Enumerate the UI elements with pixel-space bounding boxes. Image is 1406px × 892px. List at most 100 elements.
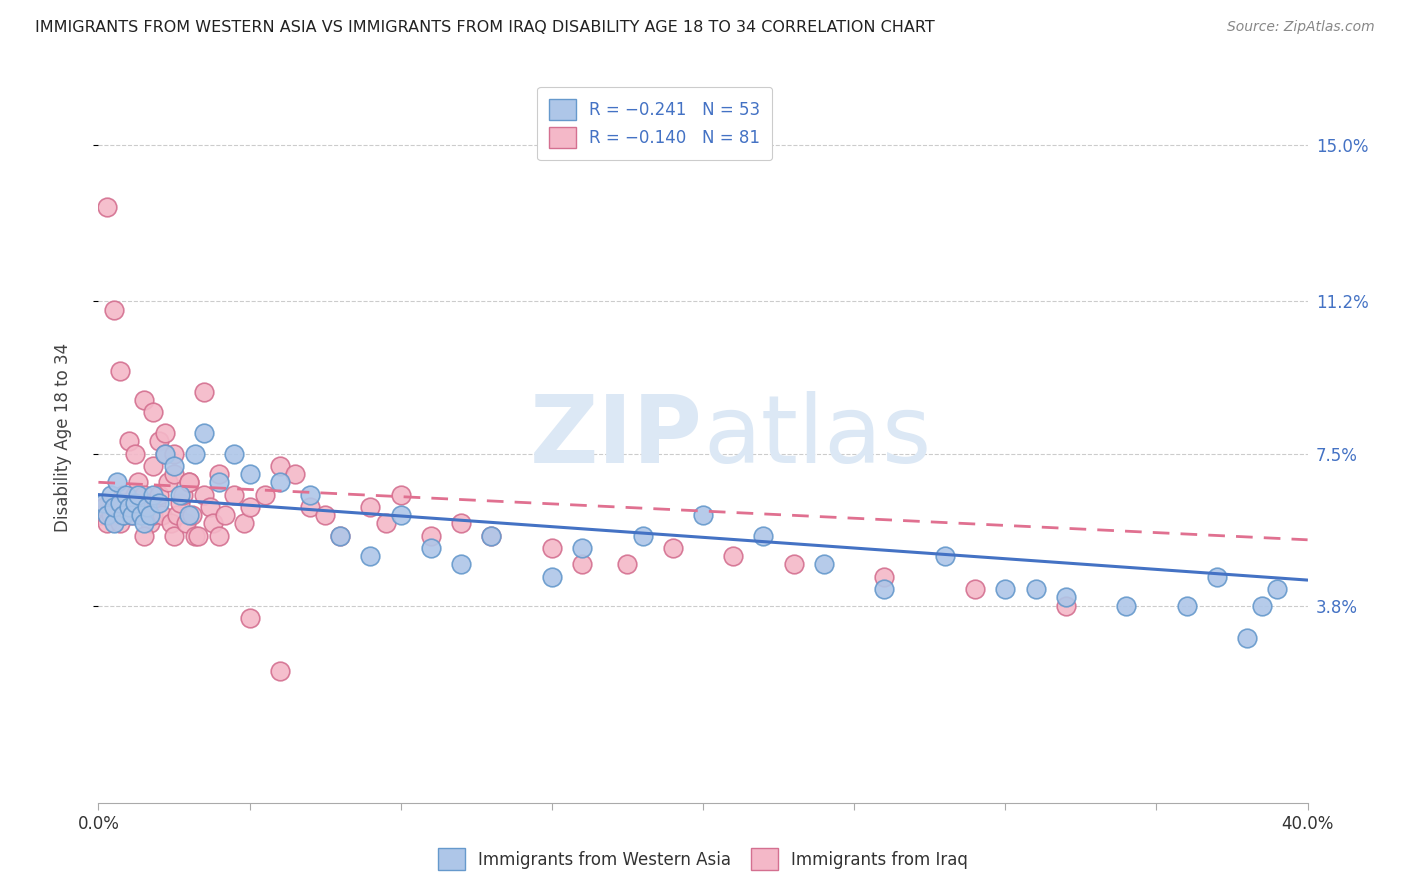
Point bbox=[187, 529, 209, 543]
Point bbox=[692, 508, 714, 523]
Point bbox=[481, 529, 503, 543]
Point bbox=[193, 487, 215, 501]
Point bbox=[142, 405, 165, 419]
Point bbox=[124, 446, 146, 460]
Point bbox=[142, 487, 165, 501]
Point bbox=[208, 529, 231, 543]
Point bbox=[571, 541, 593, 555]
Point bbox=[1054, 591, 1077, 605]
Point bbox=[108, 364, 131, 378]
Text: IMMIGRANTS FROM WESTERN ASIA VS IMMIGRANTS FROM IRAQ DISABILITY AGE 18 TO 34 COR: IMMIGRANTS FROM WESTERN ASIA VS IMMIGRAN… bbox=[35, 20, 935, 35]
Point bbox=[965, 582, 987, 596]
Point bbox=[1251, 599, 1274, 613]
Point bbox=[420, 529, 443, 543]
Point bbox=[100, 487, 122, 501]
Point bbox=[873, 570, 896, 584]
Point bbox=[239, 611, 262, 625]
Point bbox=[100, 508, 122, 523]
Text: ZIP: ZIP bbox=[530, 391, 703, 483]
Point bbox=[174, 516, 197, 531]
Point bbox=[752, 529, 775, 543]
Point bbox=[232, 516, 254, 531]
Point bbox=[118, 500, 141, 514]
Point bbox=[111, 508, 134, 523]
Point bbox=[111, 508, 134, 523]
Point bbox=[1206, 570, 1229, 584]
Text: atlas: atlas bbox=[703, 391, 931, 483]
Point bbox=[193, 384, 215, 399]
Point bbox=[184, 446, 207, 460]
Text: Source: ZipAtlas.com: Source: ZipAtlas.com bbox=[1227, 20, 1375, 34]
Point bbox=[329, 529, 352, 543]
Point bbox=[200, 500, 222, 514]
Point bbox=[329, 529, 352, 543]
Point bbox=[121, 508, 143, 523]
Point bbox=[284, 467, 307, 481]
Point bbox=[214, 508, 236, 523]
Point bbox=[114, 496, 136, 510]
Point bbox=[163, 467, 186, 481]
Point bbox=[208, 467, 231, 481]
Point bbox=[1236, 632, 1258, 646]
Point bbox=[571, 558, 593, 572]
Point bbox=[103, 302, 125, 317]
Point bbox=[103, 516, 125, 531]
Point bbox=[163, 458, 186, 473]
Legend: R = −0.241   N = 53, R = −0.140   N = 81: R = −0.241 N = 53, R = −0.140 N = 81 bbox=[537, 87, 772, 160]
Point bbox=[132, 487, 155, 501]
Point bbox=[269, 665, 291, 679]
Point bbox=[153, 446, 176, 460]
Point bbox=[96, 516, 118, 531]
Point bbox=[360, 500, 382, 514]
Point bbox=[224, 446, 246, 460]
Point bbox=[208, 475, 231, 490]
Point bbox=[239, 500, 262, 514]
Point bbox=[299, 500, 322, 514]
Point bbox=[661, 541, 683, 555]
Point bbox=[224, 487, 246, 501]
Point bbox=[179, 508, 201, 523]
Point bbox=[389, 487, 412, 501]
Point bbox=[723, 549, 745, 564]
Point bbox=[163, 446, 186, 460]
Point bbox=[616, 558, 638, 572]
Point bbox=[299, 487, 322, 501]
Point bbox=[148, 434, 170, 449]
Point bbox=[118, 500, 141, 514]
Point bbox=[105, 475, 128, 490]
Point bbox=[1115, 599, 1137, 613]
Point bbox=[135, 500, 157, 514]
Point bbox=[118, 434, 141, 449]
Point bbox=[813, 558, 835, 572]
Point bbox=[1175, 599, 1198, 613]
Point bbox=[111, 487, 134, 501]
Point bbox=[124, 496, 146, 510]
Point bbox=[132, 516, 155, 531]
Point bbox=[150, 508, 173, 523]
Point bbox=[121, 508, 143, 523]
Point bbox=[193, 425, 215, 440]
Point bbox=[184, 529, 207, 543]
Point bbox=[139, 508, 162, 523]
Y-axis label: Disability Age 18 to 34: Disability Age 18 to 34 bbox=[53, 343, 72, 532]
Point bbox=[269, 475, 291, 490]
Point bbox=[179, 475, 201, 490]
Point bbox=[269, 458, 291, 473]
Point bbox=[132, 529, 155, 543]
Point bbox=[994, 582, 1017, 596]
Legend: Immigrants from Western Asia, Immigrants from Iraq: Immigrants from Western Asia, Immigrants… bbox=[432, 842, 974, 877]
Point bbox=[108, 516, 131, 531]
Point bbox=[202, 516, 225, 531]
Point bbox=[239, 467, 262, 481]
Point bbox=[360, 549, 382, 564]
Point bbox=[129, 500, 152, 514]
Point bbox=[142, 458, 165, 473]
Point bbox=[1024, 582, 1046, 596]
Point bbox=[1054, 599, 1077, 613]
Point bbox=[139, 516, 162, 531]
Point bbox=[148, 496, 170, 510]
Point bbox=[374, 516, 396, 531]
Point bbox=[540, 570, 562, 584]
Point bbox=[124, 487, 146, 501]
Point bbox=[253, 487, 276, 501]
